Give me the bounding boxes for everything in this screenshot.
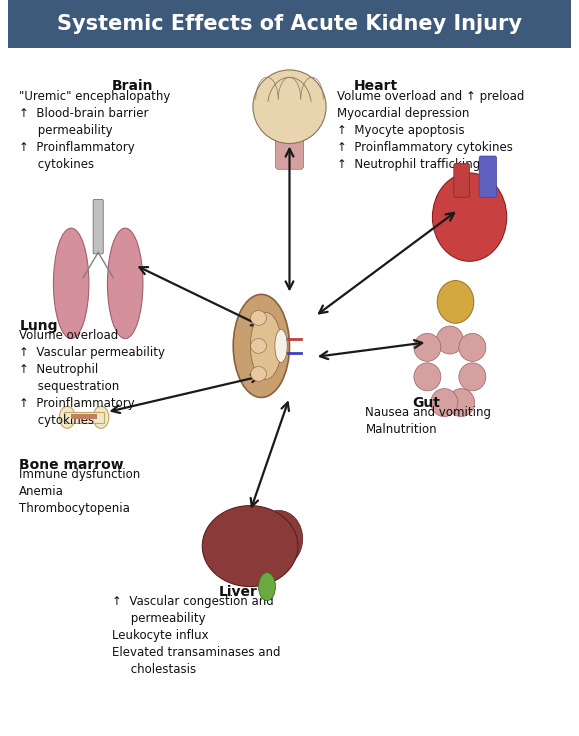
Ellipse shape: [93, 406, 109, 428]
Ellipse shape: [53, 228, 89, 339]
Ellipse shape: [431, 389, 458, 417]
FancyBboxPatch shape: [454, 163, 470, 197]
Ellipse shape: [233, 294, 290, 397]
Ellipse shape: [437, 326, 463, 354]
Text: Volume overload
↑  Vascular permeability
↑  Neutrophil
     sequestration
↑  Pro: Volume overload ↑ Vascular permeability …: [19, 329, 166, 427]
FancyBboxPatch shape: [93, 199, 103, 254]
FancyBboxPatch shape: [479, 156, 497, 197]
Ellipse shape: [448, 389, 475, 417]
FancyBboxPatch shape: [276, 132, 303, 169]
Text: Heart: Heart: [354, 79, 398, 93]
Text: "Uremic" encephalopathy
↑  Blood-brain barrier
     permeability
↑  Proinflammat: "Uremic" encephalopathy ↑ Blood-brain ba…: [19, 90, 171, 171]
Ellipse shape: [459, 363, 486, 391]
Text: Immune dysfunction
Anemia
Thrombocytopenia: Immune dysfunction Anemia Thrombocytopen…: [19, 468, 141, 515]
Ellipse shape: [108, 228, 143, 339]
Ellipse shape: [414, 333, 441, 361]
Ellipse shape: [202, 506, 298, 587]
Ellipse shape: [437, 280, 474, 323]
Bar: [64, 412, 104, 423]
Ellipse shape: [259, 573, 276, 601]
Ellipse shape: [459, 333, 486, 361]
Text: Bone marrow: Bone marrow: [19, 458, 124, 472]
Text: Brain: Brain: [112, 79, 154, 93]
Text: Liver: Liver: [219, 585, 258, 599]
Ellipse shape: [414, 363, 441, 391]
Text: Volume overload and ↑ preload
Myocardial depression
↑  Myocyte apoptosis
↑  Proi: Volume overload and ↑ preload Myocardial…: [338, 90, 525, 171]
Ellipse shape: [255, 511, 303, 567]
Text: Systemic Effects of Acute Kidney Injury: Systemic Effects of Acute Kidney Injury: [57, 13, 522, 34]
Ellipse shape: [253, 70, 326, 144]
Text: Gut: Gut: [412, 396, 440, 410]
Ellipse shape: [59, 406, 75, 428]
Text: ↑  Vascular congestion and
     permeability
Leukocyte influx
Elevated transamin: ↑ Vascular congestion and permeability L…: [112, 595, 281, 676]
Ellipse shape: [251, 311, 266, 325]
Ellipse shape: [433, 173, 507, 261]
Ellipse shape: [250, 312, 281, 380]
Text: Nausea and vomiting
Malnutrition: Nausea and vomiting Malnutrition: [365, 406, 492, 436]
Text: Lung: Lung: [19, 319, 58, 333]
Ellipse shape: [275, 330, 287, 362]
Ellipse shape: [446, 222, 493, 257]
Bar: [71, 414, 97, 419]
FancyBboxPatch shape: [8, 0, 571, 48]
Ellipse shape: [251, 367, 266, 381]
Ellipse shape: [251, 339, 266, 353]
